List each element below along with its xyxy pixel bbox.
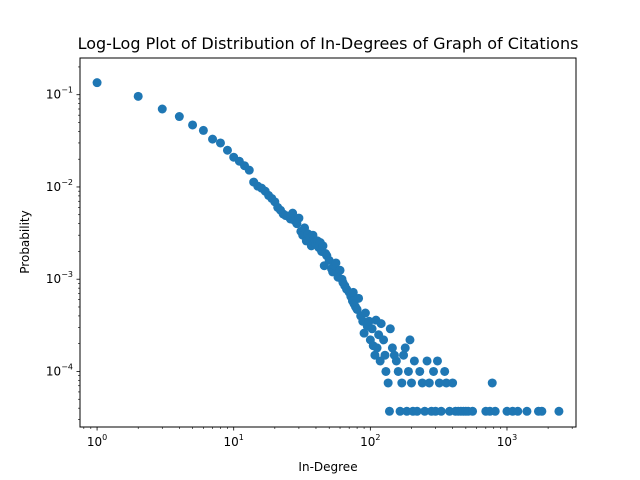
- data-point-67: [354, 293, 364, 303]
- data-point-2: [157, 104, 167, 114]
- data-point-78: [372, 343, 382, 353]
- data-point-87: [385, 324, 395, 334]
- data-point-12: [244, 165, 254, 175]
- data-point-109: [429, 366, 439, 376]
- y-tick-label-2: 10−2: [46, 178, 73, 194]
- data-point-111: [432, 356, 442, 366]
- data-point-91: [393, 366, 403, 376]
- data-point-44: [318, 241, 328, 251]
- data-point-115: [441, 378, 451, 388]
- y-tick-label-0: 10−4: [46, 362, 73, 378]
- data-point-134: [537, 406, 547, 416]
- data-point-127: [487, 378, 497, 388]
- data-point-54: [335, 265, 345, 275]
- data-point-105: [420, 406, 430, 416]
- y-tick-label-3: 10−1: [46, 86, 73, 102]
- data-point-102: [412, 406, 422, 416]
- data-point-74: [367, 324, 377, 334]
- data-point-94: [399, 350, 409, 360]
- x-tick-label-0: 100: [87, 433, 107, 449]
- y-axis-ticks: 10−4 10−3 10−2 10−1: [46, 66, 80, 420]
- data-point-0: [92, 78, 102, 88]
- chart-title: Log-Log Plot of Distribution of In-Degre…: [78, 34, 579, 53]
- data-point-3: [174, 112, 184, 122]
- x-tick-label-2: 102: [360, 433, 380, 449]
- data-point-97: [403, 366, 413, 376]
- data-point-135: [554, 406, 564, 416]
- data-point-104: [417, 378, 427, 388]
- x-tick-label-1: 101: [224, 433, 244, 449]
- data-point-103: [415, 366, 425, 376]
- data-point-82: [379, 335, 389, 345]
- data-point-92: [395, 406, 405, 416]
- data-point-6: [208, 134, 218, 144]
- data-point-5: [198, 125, 208, 135]
- y-tick-label-1: 10−3: [46, 270, 73, 286]
- data-point-131: [513, 406, 523, 416]
- data-point-132: [522, 406, 532, 416]
- data-point-107: [424, 378, 434, 388]
- x-tick-label-3: 103: [497, 433, 517, 449]
- data-point-8: [222, 145, 232, 155]
- data-point-88: [387, 343, 397, 353]
- x-axis-label: In-Degree: [298, 460, 357, 474]
- data-point-98: [405, 335, 415, 345]
- data-point-84: [381, 366, 391, 376]
- data-point-101: [409, 356, 419, 366]
- data-point-7: [215, 138, 225, 148]
- data-point-26: [288, 208, 298, 218]
- data-point-69: [359, 328, 369, 338]
- data-point-86: [384, 406, 394, 416]
- y-axis-label: Probability: [18, 210, 32, 273]
- data-point-70: [360, 308, 370, 318]
- data-point-113: [436, 406, 446, 416]
- data-point-52: [331, 258, 341, 268]
- data-point-117: [448, 378, 458, 388]
- plot-frame: [79, 57, 577, 428]
- data-point-93: [397, 378, 407, 388]
- data-point-1: [133, 91, 143, 101]
- data-point-90: [391, 356, 401, 366]
- data-point-81: [376, 319, 386, 329]
- data-point-83: [380, 350, 390, 360]
- data-point-99: [406, 378, 416, 388]
- data-points: [92, 78, 564, 416]
- data-point-72: [364, 316, 374, 326]
- data-point-4: [188, 120, 198, 130]
- data-point-112: [434, 378, 444, 388]
- data-point-124: [468, 406, 478, 416]
- data-point-85: [383, 378, 393, 388]
- data-point-29: [294, 213, 304, 223]
- data-point-95: [400, 343, 410, 353]
- data-point-114: [440, 366, 450, 376]
- x-axis-ticks: 100 101 102 103: [83, 427, 573, 449]
- data-point-65: [348, 287, 358, 297]
- data-point-128: [490, 406, 500, 416]
- data-point-106: [422, 356, 432, 366]
- data-point-76: [370, 350, 380, 360]
